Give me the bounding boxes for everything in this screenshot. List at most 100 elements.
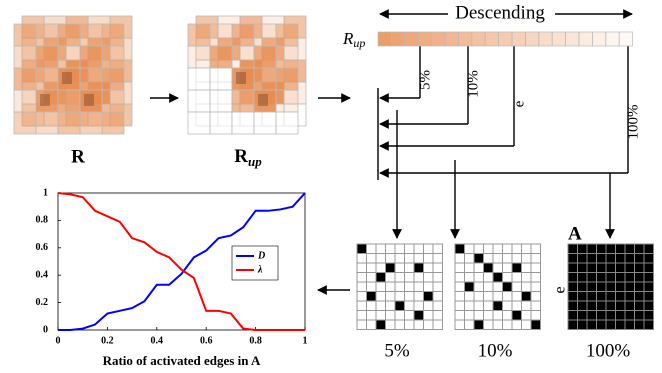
grid-cell: [484, 311, 494, 321]
grid-cell: [503, 292, 513, 302]
grid-cell: [597, 301, 607, 311]
grid-cell: [616, 301, 626, 311]
grid-cell: [578, 282, 588, 292]
grid-cell: [484, 320, 494, 330]
grid-cell: [644, 282, 654, 292]
y-tick-label: 0.4: [36, 269, 49, 280]
grid-cell: [414, 244, 424, 254]
bar-segment: [525, 32, 538, 46]
grid-cell: [414, 273, 424, 283]
grid-cell: [474, 320, 484, 330]
grid-cell: [433, 273, 443, 283]
grid-cell: [597, 273, 607, 283]
grid-cell: [386, 301, 396, 311]
grid-cell: [503, 311, 513, 321]
e-label: e: [511, 100, 527, 107]
cube-cell: [254, 46, 276, 68]
grid-cell: [474, 282, 484, 292]
grid-cell: [405, 311, 415, 321]
grid-cell: [606, 311, 616, 321]
grid-cell: [597, 320, 607, 330]
grid-cell: [606, 320, 616, 330]
grid-cell: [405, 301, 415, 311]
grid-cell: [512, 263, 522, 273]
grid-cell: [455, 263, 465, 273]
legend-label: λ: [257, 264, 263, 275]
cube-cell: [210, 112, 232, 134]
grid-cell: [455, 282, 465, 292]
grid-cell: [597, 311, 607, 321]
grid-cell: [455, 320, 465, 330]
grid-cell: [455, 244, 465, 254]
grid-a-label: A: [568, 223, 582, 244]
grid-cell: [484, 301, 494, 311]
grid-cell: [568, 301, 578, 311]
cube-cell: [58, 24, 80, 46]
grid-cell: [503, 244, 513, 254]
bar-segment: [458, 32, 471, 46]
grid-cell: [606, 273, 616, 283]
grid-cell: [474, 273, 484, 283]
x-tick-label: 0.8: [249, 335, 262, 346]
grid-cell: [357, 320, 367, 330]
bar-segment: [592, 32, 605, 46]
bar-segment: [485, 32, 498, 46]
legend-box: [232, 246, 278, 280]
grid-cell: [414, 263, 424, 273]
bar-label-base: R: [342, 29, 354, 48]
grid-cell: [395, 282, 405, 292]
grid-cell: [606, 292, 616, 302]
bar-segment: [552, 32, 565, 46]
grid-cell: [395, 244, 405, 254]
bar-segment: [619, 32, 632, 46]
grid-cell: [568, 320, 578, 330]
grid-cell: [597, 244, 607, 254]
grid-cell: [635, 320, 645, 330]
grid-cell: [503, 282, 513, 292]
grid-cell: [474, 311, 484, 321]
r-up-label: Rup: [234, 146, 262, 169]
caption-5: 5%: [384, 340, 410, 361]
grid-cell: [635, 273, 645, 283]
grid-cell: [433, 263, 443, 273]
grid-cell: [474, 254, 484, 264]
grid-cell: [493, 263, 503, 273]
y-tick-label: 0.8: [36, 215, 49, 226]
grid-cell: [578, 320, 588, 330]
grid-cell: [376, 273, 386, 283]
grid-cell: [433, 292, 443, 302]
grid-cell: [531, 320, 541, 330]
grid-cell: [424, 301, 434, 311]
grid-cell: [465, 254, 475, 264]
y-tick-label: 1: [43, 187, 48, 198]
cube-cell: [80, 24, 102, 46]
grid-cell: [531, 282, 541, 292]
cube-cell: [80, 46, 102, 68]
cube-cell: [188, 68, 210, 90]
grid-cell: [493, 301, 503, 311]
grid-cell: [433, 301, 443, 311]
bar-label: Rup: [342, 29, 365, 50]
grid-cell: [395, 301, 405, 311]
bar-segment: [579, 32, 592, 46]
grid-cell: [405, 273, 415, 283]
grid-cell: [433, 254, 443, 264]
cube-cell: [14, 68, 36, 90]
grid-cell: [357, 263, 367, 273]
grid-cell: [587, 263, 597, 273]
grid-cell: [635, 263, 645, 273]
grid-cell: [625, 282, 635, 292]
grid-cell: [625, 320, 635, 330]
grid-cell: [465, 311, 475, 321]
grid-cell: [474, 301, 484, 311]
grid-cell: [512, 292, 522, 302]
grid-cell: [606, 263, 616, 273]
grid-cell: [414, 311, 424, 321]
bar-segment: [405, 32, 418, 46]
grid-cell: [597, 263, 607, 273]
grid-cell: [405, 244, 415, 254]
grid-cell: [395, 311, 405, 321]
grid-cell: [414, 254, 424, 264]
grid-cell: [606, 254, 616, 264]
grid-cell: [386, 292, 396, 302]
